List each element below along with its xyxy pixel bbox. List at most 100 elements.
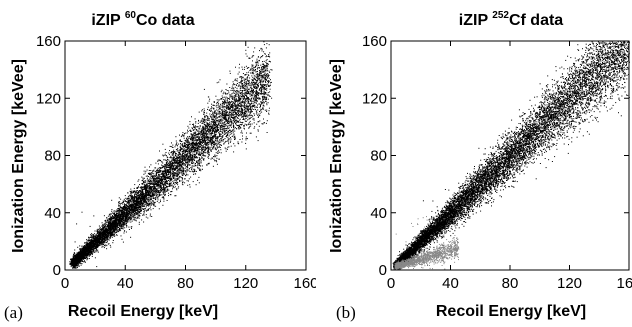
data-point bbox=[238, 98, 240, 100]
data-point bbox=[113, 233, 115, 235]
data-point bbox=[266, 120, 268, 122]
data-point bbox=[186, 137, 188, 139]
data-point bbox=[249, 117, 251, 119]
data-point bbox=[145, 193, 147, 195]
data-point bbox=[267, 70, 269, 72]
data-point bbox=[169, 145, 171, 147]
data-point bbox=[114, 225, 116, 227]
data-point bbox=[205, 148, 207, 150]
data-point bbox=[233, 110, 235, 112]
data-point bbox=[223, 117, 225, 119]
data-point bbox=[126, 203, 128, 205]
data-point bbox=[218, 116, 220, 117]
data-point bbox=[154, 178, 155, 180]
data-point bbox=[142, 203, 144, 205]
data-point bbox=[236, 90, 238, 92]
data-point bbox=[184, 156, 186, 158]
data-point bbox=[229, 115, 231, 117]
data-point bbox=[195, 126, 197, 128]
data-point bbox=[198, 149, 200, 151]
data-point bbox=[76, 252, 78, 254]
data-point bbox=[115, 217, 117, 219]
data-point bbox=[253, 122, 255, 124]
data-point bbox=[259, 89, 261, 91]
data-point bbox=[227, 111, 229, 113]
data-point bbox=[183, 171, 185, 173]
data-point bbox=[256, 123, 258, 125]
data-point bbox=[254, 95, 256, 97]
data-point bbox=[146, 184, 148, 186]
data-point bbox=[163, 197, 165, 199]
data-point bbox=[251, 96, 253, 98]
data-point bbox=[181, 173, 183, 175]
data-point bbox=[165, 178, 166, 180]
data-point bbox=[219, 144, 221, 146]
data-point bbox=[224, 134, 226, 135]
data-point bbox=[230, 113, 232, 115]
data-point bbox=[73, 257, 75, 259]
data-point bbox=[142, 192, 144, 194]
data-point bbox=[143, 177, 145, 179]
data-point bbox=[177, 184, 179, 186]
data-point bbox=[184, 163, 186, 165]
data-point bbox=[235, 127, 236, 129]
data-point bbox=[215, 112, 217, 114]
data-point bbox=[265, 68, 267, 70]
data-point bbox=[181, 141, 183, 143]
data-point bbox=[137, 185, 139, 187]
data-point bbox=[226, 127, 228, 129]
data-point bbox=[102, 224, 104, 226]
data-point bbox=[199, 170, 201, 171]
data-point bbox=[92, 237, 94, 239]
data-point bbox=[227, 128, 229, 129]
data-point bbox=[229, 72, 231, 74]
data-point bbox=[188, 160, 190, 162]
data-point bbox=[246, 78, 248, 80]
data-point bbox=[101, 244, 103, 246]
data-point bbox=[150, 164, 152, 166]
data-point bbox=[161, 184, 163, 186]
data-point bbox=[153, 182, 155, 184]
data-point bbox=[251, 73, 253, 75]
data-point bbox=[238, 91, 240, 93]
data-point bbox=[226, 132, 228, 134]
data-point bbox=[244, 101, 246, 103]
data-point bbox=[205, 128, 206, 130]
data-point bbox=[182, 132, 184, 134]
data-point bbox=[185, 157, 187, 159]
data-point bbox=[202, 127, 204, 129]
data-point bbox=[193, 126, 195, 128]
data-point bbox=[205, 145, 207, 147]
data-point bbox=[97, 231, 99, 232]
data-point bbox=[222, 100, 224, 102]
data-point bbox=[246, 89, 248, 91]
data-point bbox=[191, 158, 193, 160]
data-point bbox=[70, 266, 72, 268]
data-point bbox=[222, 132, 224, 134]
data-point bbox=[159, 179, 161, 181]
data-point bbox=[266, 76, 268, 78]
data-point bbox=[88, 253, 90, 255]
data-point bbox=[253, 96, 255, 98]
data-point bbox=[264, 79, 266, 81]
data-point bbox=[144, 201, 146, 203]
data-point bbox=[186, 153, 188, 155]
data-point bbox=[230, 89, 232, 91]
data-point bbox=[132, 216, 134, 218]
data-point bbox=[213, 146, 214, 148]
data-point bbox=[105, 227, 106, 229]
data-point bbox=[229, 70, 231, 72]
data-point bbox=[263, 87, 265, 89]
data-point bbox=[212, 115, 214, 117]
data-point bbox=[137, 209, 139, 210]
data-point bbox=[266, 55, 267, 57]
data-point bbox=[165, 179, 167, 181]
data-point bbox=[130, 192, 131, 194]
data-point bbox=[150, 189, 152, 191]
data-point bbox=[178, 153, 180, 155]
data-point bbox=[232, 101, 234, 102]
data-point bbox=[262, 104, 264, 106]
data-point bbox=[158, 195, 160, 197]
data-point bbox=[157, 187, 159, 189]
data-point bbox=[145, 203, 147, 205]
